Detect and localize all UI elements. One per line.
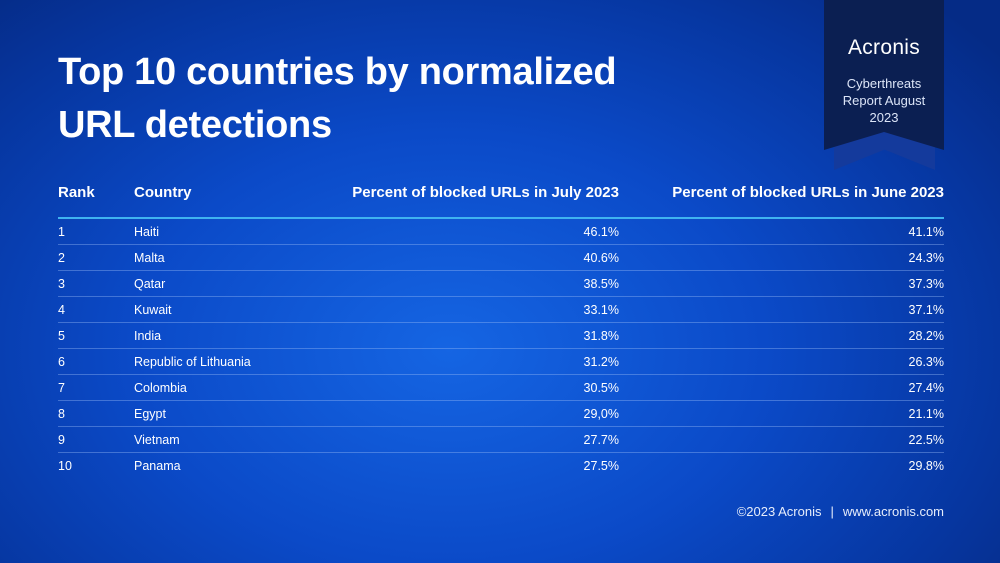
june-percent-cell: 37.1% bbox=[619, 296, 944, 323]
rank-cell: 8 bbox=[58, 400, 134, 427]
rank-cell: 10 bbox=[58, 458, 72, 473]
table-row: 1 Haiti 46.1% 41.1% bbox=[58, 218, 944, 245]
rank-cell: 1 bbox=[58, 218, 134, 245]
table-row: 10 Panama 27.5% 29.8% bbox=[58, 453, 944, 479]
country-cell: Malta bbox=[134, 244, 294, 271]
header-june: Percent of blocked URLs in June 2023 bbox=[619, 184, 944, 219]
footer-separator: | bbox=[830, 504, 834, 519]
header-country: Country bbox=[134, 184, 294, 219]
july-percent-cell: 29,0% bbox=[294, 400, 619, 427]
june-percent-cell: 27.4% bbox=[619, 374, 944, 401]
badge-subtitle: Cyberthreats Report August 2023 bbox=[824, 75, 944, 126]
copyright-text: ©2023 Acronis bbox=[736, 504, 822, 519]
table-header-row: Rank Country Percent of blocked URLs in … bbox=[58, 184, 944, 219]
country-cell: Panama bbox=[134, 458, 181, 473]
june-percent-cell: 28.2% bbox=[619, 322, 944, 349]
june-percent-cell: 41.1% bbox=[619, 218, 944, 245]
rank-cell: 9 bbox=[58, 426, 134, 453]
table-row: 7 Colombia 30.5% 27.4% bbox=[58, 374, 944, 401]
table-row: 8 Egypt 29,0% 21.1% bbox=[58, 400, 944, 427]
july-percent-cell: 27.7% bbox=[294, 426, 619, 453]
july-percent-cell: 38.5% bbox=[294, 270, 619, 297]
july-percent-cell: 46.1% bbox=[294, 218, 619, 245]
country-cell: Kuwait bbox=[134, 296, 294, 323]
title-line-2: URL detections bbox=[58, 104, 332, 146]
june-percent-cell: 37.3% bbox=[619, 270, 944, 297]
report-badge: Acronis Cyberthreats Report August 2023 bbox=[824, 0, 944, 150]
rank-cell: 4 bbox=[58, 296, 134, 323]
header-rank: Rank bbox=[58, 184, 134, 219]
country-cell: Qatar bbox=[134, 270, 294, 297]
table-row: 3 Qatar 38.5% 37.3% bbox=[58, 270, 944, 297]
june-percent-cell: 29.8% bbox=[908, 458, 944, 473]
rank-cell: 6 bbox=[58, 348, 134, 375]
header-july: Percent of blocked URLs in July 2023 bbox=[294, 184, 619, 219]
july-percent-cell: 30.5% bbox=[294, 374, 619, 401]
july-percent-cell: 31.2% bbox=[294, 348, 619, 375]
country-cell: Egypt bbox=[134, 400, 294, 427]
country-cell: Haiti bbox=[134, 218, 294, 245]
table-row: 6 Republic of Lithuania 31.2% 26.3% bbox=[58, 348, 944, 375]
rank-cell: 2 bbox=[58, 244, 134, 271]
table-row: 2 Malta 40.6% 24.3% bbox=[58, 244, 944, 271]
country-cell: Republic of Lithuania bbox=[134, 348, 294, 375]
country-cell: Colombia bbox=[134, 374, 294, 401]
june-percent-cell: 24.3% bbox=[619, 244, 944, 271]
table-row: 5 India 31.8% 28.2% bbox=[58, 322, 944, 349]
june-percent-cell: 26.3% bbox=[619, 348, 944, 375]
table-row: 4 Kuwait 33.1% 37.1% bbox=[58, 296, 944, 323]
country-cell: Vietnam bbox=[134, 426, 294, 453]
title-line-1: Top 10 countries by normalized bbox=[58, 51, 617, 93]
website-link[interactable]: www.acronis.com bbox=[842, 504, 944, 519]
country-cell: India bbox=[134, 322, 294, 349]
countries-table: Rank Country Percent of blocked URLs in … bbox=[58, 184, 944, 478]
badge-line-2: Report August bbox=[842, 93, 926, 108]
rank-cell: 7 bbox=[58, 374, 134, 401]
badge-line-3: 2023 bbox=[869, 110, 899, 125]
july-percent-cell: 40.6% bbox=[294, 244, 619, 271]
june-percent-cell: 22.5% bbox=[619, 426, 944, 453]
acronis-logo: Acronis bbox=[847, 36, 921, 59]
rank-cell: 5 bbox=[58, 322, 134, 349]
july-percent-cell: 31.8% bbox=[294, 322, 619, 349]
july-percent-cell: 27.5% bbox=[583, 458, 619, 473]
badge-line-1: Cyberthreats bbox=[846, 76, 922, 91]
footer: ©2023 Acronis | www.acronis.com bbox=[737, 504, 944, 519]
june-percent-cell: 21.1% bbox=[619, 400, 944, 427]
july-percent-cell: 33.1% bbox=[294, 296, 619, 323]
rank-cell: 3 bbox=[58, 270, 134, 297]
table-row: 9 Vietnam 27.7% 22.5% bbox=[58, 426, 944, 453]
page-title: Top 10 countries by normalized URL detec… bbox=[58, 46, 778, 152]
